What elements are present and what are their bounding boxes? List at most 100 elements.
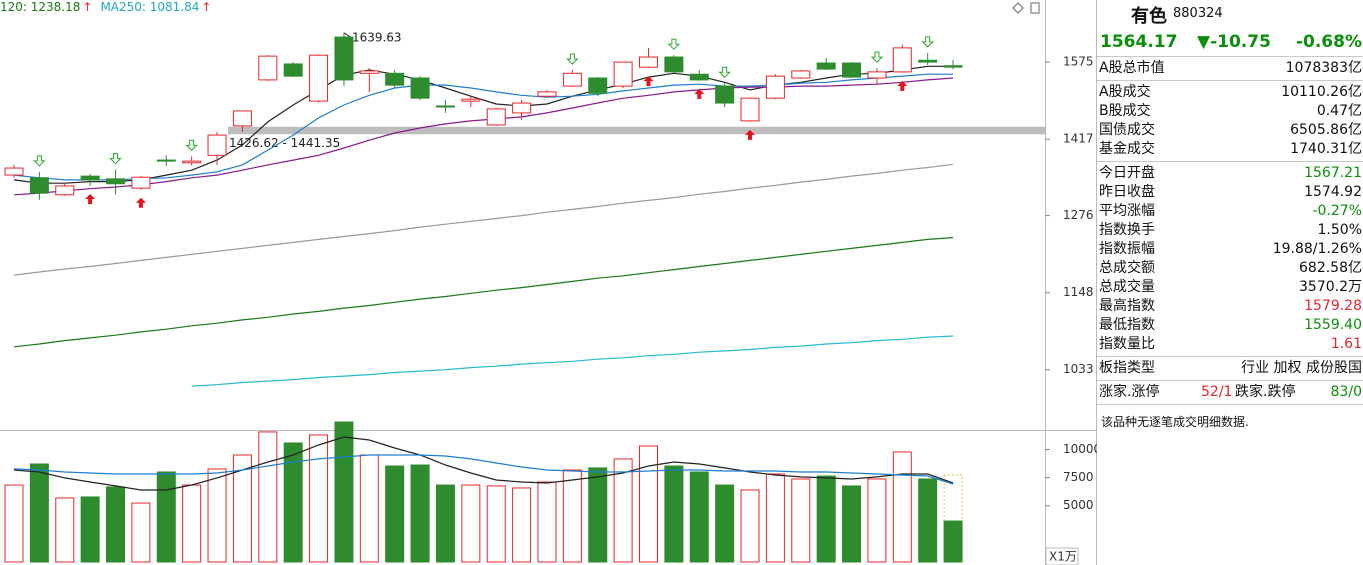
- sell-arrow: [718, 66, 731, 78]
- row-value: 3570.2万: [1299, 279, 1362, 295]
- candle-body: [232, 110, 252, 127]
- buy-arrow: [745, 129, 756, 140]
- candle-body: [55, 185, 75, 196]
- volume-bar: [207, 468, 227, 563]
- volume-bar: [791, 478, 811, 563]
- row-label: 基金成交: [1099, 141, 1155, 157]
- up-value: 52/1: [1201, 384, 1233, 400]
- message: 该品种无逐笔成交明细数据.: [1101, 415, 1249, 429]
- volume-bar: [689, 471, 709, 563]
- candle-body: [461, 98, 481, 102]
- candle-body: [562, 72, 582, 87]
- row-value: 0.47亿: [1316, 103, 1362, 119]
- sell-arrow: [109, 153, 122, 165]
- section: 板指类型 行业 加权 成份股国: [1097, 357, 1363, 381]
- row-label: 板指类型: [1099, 360, 1155, 376]
- volume-bar: [283, 442, 303, 563]
- candle-body: [689, 73, 709, 81]
- candle-body: [918, 59, 938, 63]
- candle-body: [80, 175, 100, 181]
- volume-bar: [765, 473, 785, 563]
- candle-body: [892, 47, 912, 73]
- legend: 120: 1238.18 ↑ MA250: 1081.84 ↑: [0, 0, 213, 14]
- y-tick-label: 5000: [1063, 498, 1094, 512]
- row-value: 1.50%: [1317, 222, 1362, 238]
- candle-body: [207, 134, 227, 156]
- info-row: 板指类型 行业 加权 成份股国: [1097, 359, 1363, 378]
- ma-line: [13, 65, 954, 184]
- row-label: 总成交额: [1099, 260, 1155, 276]
- unit-label: X1万: [1049, 550, 1077, 564]
- candle-body: [106, 178, 126, 185]
- peak-pointer: [343, 32, 351, 38]
- candle-body: [867, 71, 887, 79]
- info-row: 指数量比 1.61: [1097, 335, 1363, 354]
- candle-body: [537, 91, 557, 97]
- buy-arrow: [643, 76, 654, 87]
- row-label: 指数振幅: [1099, 241, 1155, 257]
- volume-bar: [131, 502, 151, 563]
- info-row: B股成交 0.47亿: [1097, 102, 1363, 121]
- row-value: 1574.92: [1304, 184, 1362, 200]
- row-value: 682.58亿: [1299, 260, 1362, 276]
- candle-body: [639, 56, 658, 68]
- ma-line: [13, 237, 954, 348]
- row-value: 19.88/1.26%: [1272, 241, 1362, 257]
- candle-body: [435, 105, 455, 108]
- breadth-row: 涨家.涨停 52/1 跌家.跌停 83/0: [1097, 383, 1363, 402]
- ma-line: [13, 163, 954, 276]
- volume-bar: [410, 464, 430, 563]
- volume-bar: [334, 421, 354, 563]
- volume-bar: [359, 454, 379, 563]
- price: 1564.17: [1100, 32, 1178, 52]
- volume-bar: [486, 485, 506, 563]
- candle-body: [4, 167, 24, 176]
- sell-arrow: [921, 36, 934, 48]
- sell-arrow: [566, 53, 579, 65]
- row-value: 行业 加权 成份股国: [1241, 360, 1362, 376]
- row-value: 1579.28: [1304, 298, 1362, 314]
- window-icon[interactable]: [1030, 2, 1040, 14]
- info-row: 平均涨幅 -0.27%: [1097, 202, 1363, 221]
- candle-body: [588, 77, 608, 94]
- volume-bar: [512, 487, 532, 563]
- volume-bar: [80, 496, 100, 563]
- candle-body: [715, 85, 735, 104]
- volume-bar: [106, 486, 126, 563]
- candle-body: [512, 102, 532, 114]
- volume-bar: [892, 451, 912, 563]
- volume-bar: [639, 445, 658, 563]
- volume-bar: [740, 489, 760, 563]
- info-row: 今日开盘 1567.21: [1097, 164, 1363, 183]
- info-row: A股成交 10110.26亿: [1097, 83, 1363, 102]
- section: A股总市值 1078383亿: [1097, 57, 1363, 81]
- row-value: 1567.21: [1304, 165, 1362, 181]
- candle-body: [816, 62, 836, 70]
- volume-bar: [435, 484, 455, 563]
- volume-bar: [258, 431, 278, 563]
- zone-label: 1426.62 - 1441.35: [229, 136, 340, 150]
- support-zone: [228, 126, 1045, 135]
- down-value: 83/0: [1330, 384, 1362, 400]
- row-label: 指数量比: [1099, 336, 1155, 352]
- row-value: 1740.31亿: [1290, 141, 1362, 157]
- volume-bar: [156, 471, 176, 563]
- volume-bar: [664, 465, 684, 563]
- diamond-icon[interactable]: [1012, 2, 1024, 14]
- peak-label: 1639.63: [352, 30, 402, 44]
- row-value: 1078383亿: [1285, 60, 1362, 76]
- ma-line: [13, 436, 954, 491]
- ma-line: [13, 73, 954, 181]
- row-label: 最低指数: [1099, 317, 1155, 333]
- candle-body: [283, 63, 303, 77]
- volume-bar: [232, 454, 252, 563]
- volume-bar: [461, 484, 481, 563]
- legend-text: MA250: 1081.84: [100, 0, 200, 14]
- volume-bar: [816, 475, 836, 563]
- candle-body: [385, 72, 405, 86]
- breadth: 涨家.涨停 52/1 跌家.跌停 83/0: [1097, 381, 1363, 405]
- candle-body: [765, 75, 785, 99]
- info-row: 昨日收盘 1574.92: [1097, 183, 1363, 202]
- info-row: 国债成交 6505.86亿: [1097, 121, 1363, 140]
